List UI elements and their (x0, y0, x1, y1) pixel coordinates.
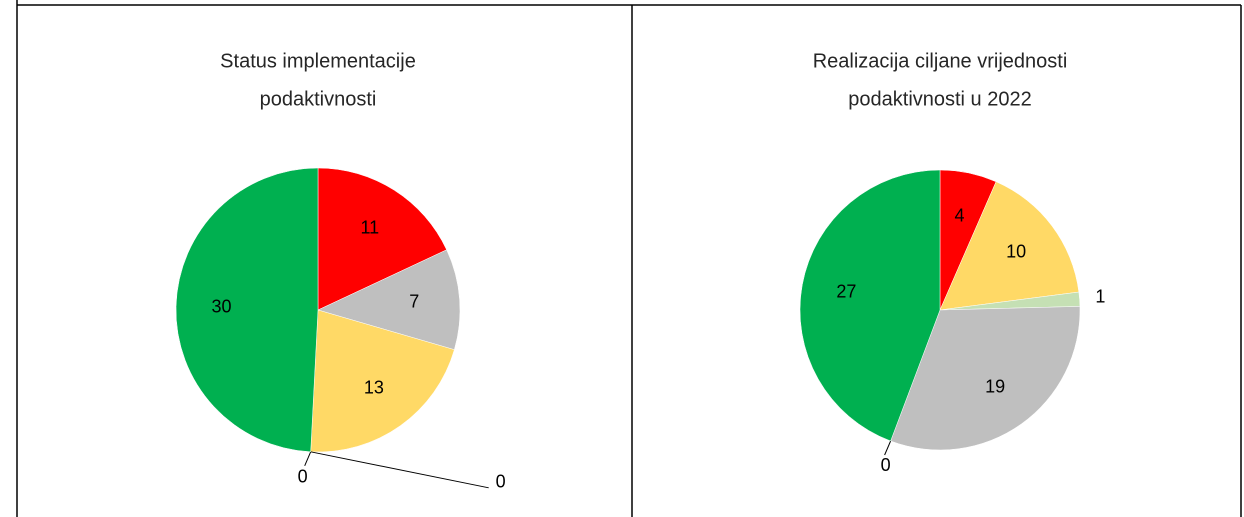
data-label: 10 (1006, 242, 1026, 262)
data-label: 0 (496, 472, 506, 492)
pie-slice (890, 306, 1081, 451)
data-label: 13 (364, 377, 384, 397)
pie-slice (317, 167, 447, 311)
data-label: 27 (836, 282, 856, 302)
chart-title: Realizacija ciljane vrijednosti (813, 50, 1068, 72)
data-label: 1 (1095, 287, 1105, 307)
pie-slice (939, 181, 1080, 311)
chart-title: podaktivnosti u 2022 (848, 88, 1031, 110)
pie-slice (175, 167, 319, 453)
chart-title: Status implementacije (220, 50, 416, 72)
data-label: 4 (954, 206, 964, 226)
data-label: 30 (211, 296, 231, 316)
leader-line (884, 440, 892, 456)
chart-title: podaktivnosti (260, 88, 377, 110)
pie-slice (317, 249, 461, 350)
data-label: 19 (985, 376, 1005, 396)
leader-line (304, 451, 312, 467)
pie-slice (799, 169, 941, 442)
leader-line (310, 451, 489, 489)
data-label: 0 (881, 455, 891, 475)
pie-slice (310, 309, 455, 453)
data-label: 11 (360, 217, 379, 237)
data-label: 0 (298, 467, 308, 487)
data-label: 7 (409, 291, 419, 311)
